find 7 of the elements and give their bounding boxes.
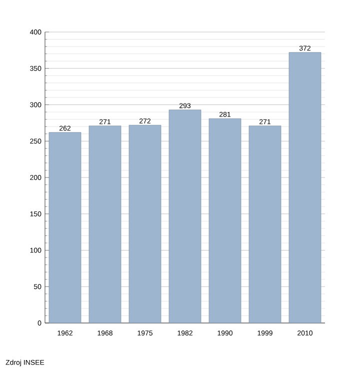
bar bbox=[88, 126, 122, 324]
bar bbox=[248, 126, 282, 324]
bar bbox=[48, 132, 82, 324]
bar bbox=[288, 52, 322, 324]
bar bbox=[128, 124, 162, 324]
bar bbox=[208, 118, 242, 324]
bar bbox=[168, 110, 202, 324]
